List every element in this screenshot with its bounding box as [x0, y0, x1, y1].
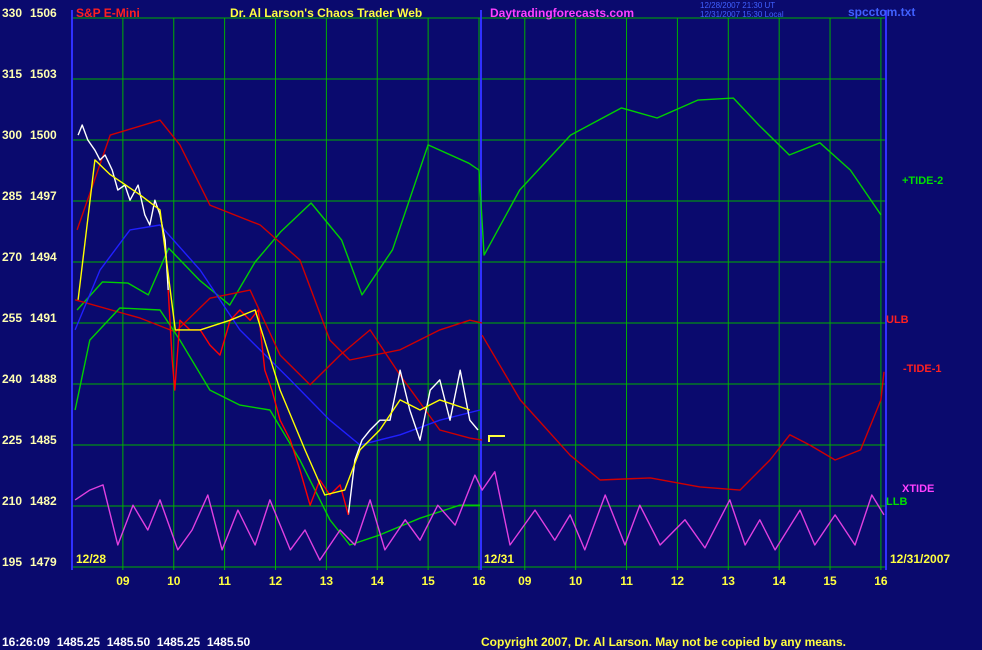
series-line — [74, 307, 480, 546]
series-line — [77, 159, 471, 496]
x-tick-label: 15 — [823, 574, 837, 588]
y-tick-label: 285 — [2, 189, 22, 203]
y2-tick-label: 1500 — [30, 128, 57, 142]
series-line — [74, 471, 885, 561]
end-date: 12/31/2007 — [890, 552, 950, 566]
x-tick-label: 12 — [671, 574, 685, 588]
forecast-bracket — [488, 435, 505, 442]
annotation: -TIDE-1 — [903, 363, 942, 375]
day2-date: 12/31 — [484, 552, 514, 566]
x-tick-label: 14 — [371, 574, 385, 588]
x-tick-label: 11 — [218, 574, 231, 588]
x-tick-label: 13 — [722, 574, 736, 588]
file-name: spcctom.txt — [848, 5, 915, 19]
timestamp: 12/31/2007 15:30 Local — [700, 10, 784, 19]
x-tick-label: 14 — [772, 574, 786, 588]
annotation: ULB — [886, 314, 909, 326]
annotation: XTIDE — [902, 483, 934, 495]
y2-tick-label: 1503 — [30, 67, 57, 81]
y2-tick-label: 1497 — [30, 189, 57, 203]
x-tick-label: 16 — [472, 574, 486, 588]
symbol: S&P E-Mini — [76, 6, 140, 20]
y2-tick-label: 1479 — [30, 555, 57, 569]
series-lines — [74, 97, 885, 561]
y2-tick-label: 1485 — [30, 433, 57, 447]
x-tick-label: 16 — [874, 574, 888, 588]
x-tick-label: 13 — [320, 574, 334, 588]
status-line: 16:26:09 1485.25 1485.50 1485.25 1485.50 — [2, 635, 251, 649]
x-tick-label: 15 — [421, 574, 435, 588]
y-tick-label: 210 — [2, 494, 22, 508]
copyright: Copyright 2007, Dr. Al Larson. May not b… — [481, 635, 846, 649]
timestamp: 12/28/2007 21:30 UT — [700, 1, 775, 10]
y2-tick-label: 1506 — [30, 6, 57, 20]
x-tick-label: 11 — [620, 574, 633, 588]
start-date: 12/28 — [76, 552, 106, 566]
y-tick-label: 195 — [2, 555, 22, 569]
series-line — [76, 119, 483, 361]
y-tick-label: 300 — [2, 128, 22, 142]
y2-tick-label: 1482 — [30, 494, 57, 508]
y-tick-label: 240 — [2, 372, 22, 386]
annotation: +TIDE-2 — [902, 175, 943, 187]
x-tick-label: 09 — [518, 574, 532, 588]
y-tick-label: 315 — [2, 67, 22, 81]
chart-title: Dr. Al Larson's Chaos Trader Web — [230, 6, 422, 20]
website: Daytradingforecasts.com — [490, 6, 634, 20]
x-tick-label: 10 — [569, 574, 583, 588]
series-line — [481, 334, 885, 491]
y-tick-label: 225 — [2, 433, 22, 447]
series-line — [74, 224, 481, 446]
y-tick-label: 330 — [2, 6, 22, 20]
annotation: LLB — [886, 496, 907, 508]
series-line — [167, 290, 349, 516]
y-tick-label: 255 — [2, 311, 22, 325]
x-tick-label: 09 — [116, 574, 130, 588]
y2-tick-label: 1494 — [30, 250, 57, 264]
y2-tick-label: 1491 — [30, 311, 57, 325]
y2-tick-label: 1488 — [30, 372, 57, 386]
grid — [72, 17, 886, 570]
y-tick-label: 270 — [2, 250, 22, 264]
x-tick-label: 10 — [167, 574, 181, 588]
x-tick-label: 12 — [269, 574, 283, 588]
series-line — [76, 97, 882, 311]
